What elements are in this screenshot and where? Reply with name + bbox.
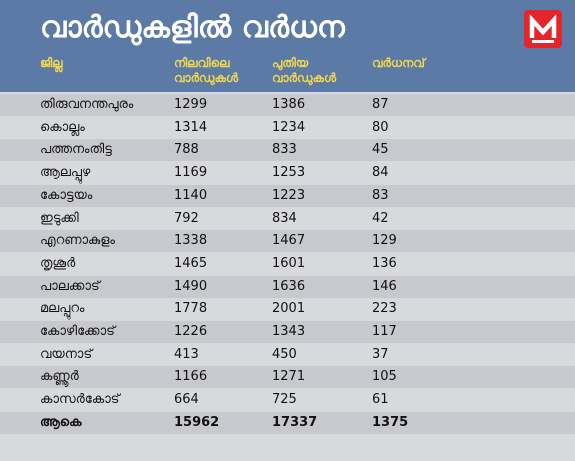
table-row: കോട്ടയം 1140 1223 83: [0, 184, 575, 207]
table-cell-increase: 37: [372, 346, 389, 362]
table-cell-new: 833: [272, 142, 297, 158]
table-row: തിരുവനന്തപുരം 1299 1386 87: [0, 94, 575, 116]
table-cell-new: 1343: [272, 324, 306, 339]
column-header-new-wards: പുതിയ വാർഡുകൾ: [272, 56, 336, 85]
table-cell-increase: 136: [372, 255, 397, 271]
total-table-cell-district: ആകെ: [40, 414, 82, 430]
table-cell-new: 450: [272, 346, 297, 362]
table-cell-district: പാലക്കാട്: [40, 278, 100, 294]
table-cell-current: 1226: [174, 324, 208, 339]
column-header-increase: വർധനവ്: [372, 56, 425, 70]
table-cell-district: കൊല്ലം: [40, 119, 85, 135]
table-cell-current: 413: [174, 346, 199, 362]
table-cell-new: 1601: [272, 255, 306, 271]
table-cell-increase: 146: [372, 278, 397, 294]
table-cell-new: 1253: [272, 165, 306, 181]
table-cell-current: 1465: [174, 255, 208, 271]
table-cell-district: എറണാകുളം: [40, 233, 115, 249]
table-row: ആലപ്പുഴ 1169 1253 84: [0, 162, 575, 184]
total-table-cell-increase: 1375: [372, 414, 409, 430]
table-cell-current: 1490: [174, 278, 208, 294]
table-cell-new: 725: [272, 392, 297, 408]
table-row: കാസർകോട് 664 725 61: [0, 389, 575, 411]
table-row: കണ്ണൂർ 1166 1271 105: [0, 366, 575, 389]
page-title: വാർഡുകളിൽ വർധന: [40, 10, 345, 45]
header-banner: വാർഡുകളിൽ വർധന ജില്ല നിലവിലെ വാർഡുകൾ പുത…: [0, 0, 575, 92]
table-cell-district: പത്തനംതിട്ട: [40, 142, 112, 158]
table-cell-current: 1299: [174, 97, 208, 112]
table-cell-district: കോട്ടയം: [40, 187, 93, 203]
table-cell-current: 1169: [174, 165, 208, 181]
table-cell-current: 792: [174, 210, 199, 226]
table-cell-new: 1223: [272, 187, 306, 203]
table-row: മലപ്പുറം 1778 2001 223: [0, 298, 575, 320]
table-cell-new: 1386: [272, 97, 306, 112]
column-header-current-wards: നിലവിലെ വാർഡുകൾ: [174, 56, 238, 85]
table-cell-district: കാസർകോട്: [40, 392, 120, 408]
table-cell-new: 1234: [272, 119, 306, 135]
table-cell-district: ആലപ്പുഴ: [40, 165, 91, 181]
table-cell-increase: 83: [372, 187, 389, 203]
table-cell-district: വയനാട്: [40, 346, 93, 362]
column-header-district: ജില്ല: [40, 56, 63, 70]
table-row: കൊല്ലം 1314 1234 80: [0, 117, 575, 139]
table-cell-increase: 84: [372, 165, 389, 181]
table-row: വയനാട് 413 450 37: [0, 344, 575, 366]
table-cell-district: തിരുവനന്തപുരം: [40, 97, 134, 112]
table-cell-district: ഇടുക്കി: [40, 210, 79, 226]
table-row: കോഴിക്കോട് 1226 1343 117: [0, 321, 575, 343]
m-logo-icon: [529, 14, 557, 43]
table-cell-current: 1166: [174, 369, 208, 385]
table-cell-current: 1778: [174, 301, 208, 317]
table-cell-new: 834: [272, 210, 297, 226]
table-cell-current: 1338: [174, 233, 208, 249]
table-row: ഇടുക്കി 792 834 42: [0, 208, 575, 230]
table-cell-current: 1140: [174, 187, 208, 203]
table-cell-current: 788: [174, 142, 199, 158]
table-cell-district: കണ്ണൂർ: [40, 369, 79, 385]
table-row: പത്തനംതിട്ട 788 833 45: [0, 139, 575, 162]
table-total-row: ആകെ 15962 17337 1375: [0, 411, 575, 434]
table-cell-new: 1636: [272, 278, 306, 294]
table-cell-district: തൃശൂർ: [40, 255, 76, 271]
table-cell-new: 1467: [272, 233, 306, 249]
table-row: തൃശൂർ 1465 1601 136: [0, 253, 575, 275]
table-cell-district: കോഴിക്കോട്: [40, 324, 115, 339]
table-row: പാലക്കാട് 1490 1636 146: [0, 275, 575, 298]
table-cell-current: 664: [174, 392, 199, 408]
table-cell-increase: 223: [372, 301, 397, 317]
table-cell-increase: 87: [372, 97, 389, 112]
table-cell-increase: 80: [372, 119, 389, 135]
total-table-cell-new: 17337: [272, 414, 318, 430]
table-cell-increase: 42: [372, 210, 389, 226]
table-cell-new: 1271: [272, 369, 306, 385]
table-cell-increase: 117: [372, 324, 397, 339]
table-cell-increase: 45: [372, 142, 389, 158]
brand-logo: [524, 10, 562, 48]
table-cell-district: മലപ്പുറം: [40, 301, 85, 317]
table-cell-increase: 61: [372, 392, 389, 408]
table-cell-current: 1314: [174, 119, 208, 135]
table-cell-new: 2001: [272, 301, 306, 317]
table-row: എറണാകുളം 1338 1467 129: [0, 230, 575, 253]
table-cell-increase: 129: [372, 233, 397, 249]
table-cell-increase: 105: [372, 369, 397, 385]
total-table-cell-current: 15962: [174, 414, 220, 430]
